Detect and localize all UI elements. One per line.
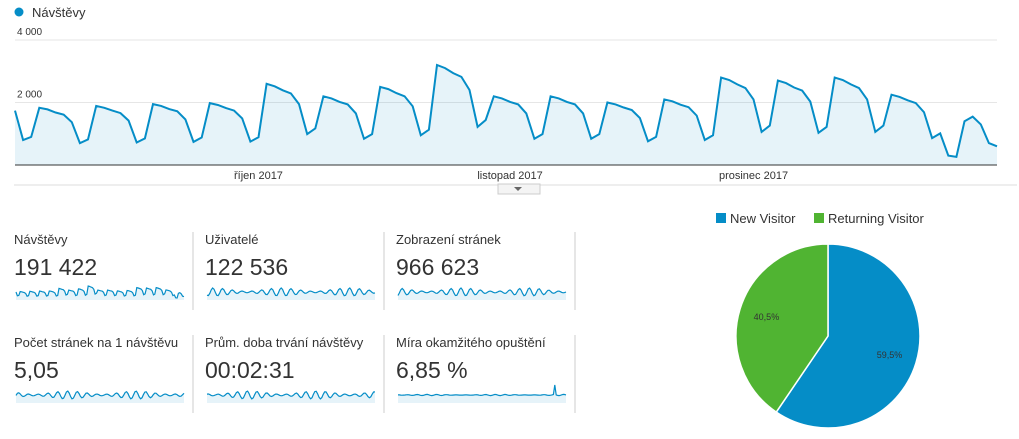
y-tick-label: 4 000	[17, 27, 42, 38]
metric-name: Návštěvy	[14, 232, 68, 247]
sparkline	[397, 287, 567, 297]
sparkline	[206, 390, 376, 400]
sparkline-area	[16, 286, 184, 300]
legend-label: New Visitor	[730, 211, 796, 226]
area	[15, 65, 997, 165]
pie-slice[interactable]	[775, 243, 921, 429]
metric-name: Prům. doba trvání návštěvy	[205, 335, 364, 350]
metric-value: 191 422	[14, 254, 97, 280]
metric-name: Zobrazení stránek	[396, 232, 501, 247]
metric-value: 122 536	[205, 254, 288, 280]
y-tick-label: 2 000	[17, 90, 42, 101]
sparkline	[398, 384, 567, 397]
x-tick-label: říjen 2017	[234, 170, 283, 182]
legend-marker	[716, 213, 726, 223]
metric-value: 966 623	[396, 254, 479, 280]
legend-marker	[814, 213, 824, 223]
x-tick-label: prosinec 2017	[719, 170, 788, 182]
slice-label: 59,5%	[877, 350, 903, 360]
sparkline-area	[207, 288, 375, 300]
pie-slice[interactable]	[735, 243, 829, 414]
legend-label: Returning Visitor	[828, 211, 925, 226]
x-tick-label: listopad 2017	[477, 170, 542, 182]
legend-marker	[14, 7, 24, 17]
sparkline	[15, 390, 185, 400]
sparkline-area	[16, 391, 184, 403]
sparkline-area	[398, 385, 566, 403]
expand-arrow	[514, 187, 522, 191]
slice-label: 40,5%	[754, 312, 780, 322]
sparkline	[15, 285, 185, 299]
line	[14, 63, 998, 159]
metric-name: Míra okamžitého opuštění	[396, 335, 546, 350]
metric-value: 6,85 %	[396, 357, 468, 383]
metric-value: 00:02:31	[205, 357, 295, 383]
metric-value: 5,05	[14, 357, 59, 383]
metric-name: Počet stránek na 1 návštěvu	[14, 335, 178, 350]
sparkline	[206, 287, 376, 297]
legend-label: Návštěvy	[32, 5, 86, 20]
metric-name: Uživatelé	[205, 232, 258, 247]
